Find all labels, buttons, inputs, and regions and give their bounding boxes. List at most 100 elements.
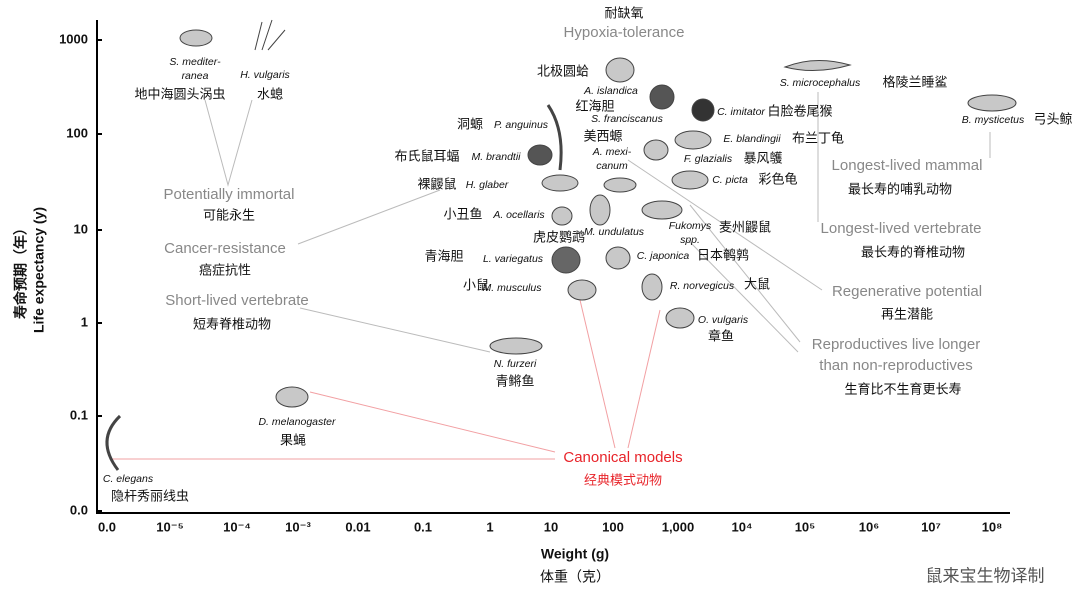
species-name: 彩色龟 — [758, 171, 797, 186]
group-label: Cancer-resistance — [164, 240, 286, 257]
hydra-icon — [254, 19, 286, 51]
y-tick-label: 1000 — [59, 31, 88, 46]
y-tick-label: 10 — [74, 221, 88, 236]
connector — [579, 299, 616, 449]
species-latin: E. blandingii — [723, 133, 781, 145]
x-tick-label: 0.0 — [98, 519, 116, 534]
species-latin: R. norvegicus — [670, 280, 735, 292]
clownfish-icon — [551, 206, 573, 226]
killifish-icon — [489, 337, 543, 355]
species-name: 弓头鲸 — [1033, 111, 1072, 126]
species-name: 洞螈 — [457, 116, 483, 131]
mole-icon — [641, 200, 683, 220]
octopus-icon — [665, 307, 695, 329]
species-name: 白脸卷尾猴 — [767, 103, 832, 118]
species-latin: A. ocellaris — [492, 209, 545, 221]
x-axis-title: Weight (g) — [541, 546, 609, 562]
species-latin: spp. — [680, 234, 700, 246]
species-latin: C. elegans — [103, 473, 154, 485]
mole-rat-icon — [541, 174, 579, 192]
connector — [299, 307, 491, 353]
species-name: 小丑鱼 — [443, 206, 482, 221]
watermark: 鼠来宝生物译制 — [926, 566, 1045, 585]
x-tick-label: 10⁵ — [795, 519, 816, 534]
species-name: 美西螈 — [583, 128, 622, 143]
species-latin: S. mediter- — [169, 56, 221, 68]
group-label: Reproductives live longer — [812, 336, 980, 353]
group-label-zh: 经典模式动物 — [584, 472, 662, 487]
species-name: 虎皮鹦鹉 — [533, 229, 585, 244]
connector — [627, 159, 823, 291]
y-tick-label: 100 — [66, 125, 88, 140]
illustrations — [105, 19, 1017, 471]
group-label-zh: 最长寿的脊椎动物 — [861, 244, 965, 259]
canonical-connectors — [110, 299, 661, 460]
species-name: 青海胆 — [424, 248, 463, 263]
species-name: 青鳉鱼 — [495, 373, 534, 388]
species-name: 日本鹌鹑 — [697, 247, 749, 262]
fly-icon — [275, 386, 309, 408]
group-label: Potentially immortal — [164, 186, 295, 203]
species-name: 布氏鼠耳蝠 — [394, 148, 459, 163]
species-latin: C. imitator — [717, 106, 765, 118]
worm-icon — [105, 414, 122, 471]
connectors — [204, 92, 991, 353]
species-latin: P. anguinus — [494, 119, 549, 131]
urchin-icon — [649, 84, 675, 110]
group-label-zh: 短寿脊椎动物 — [193, 316, 271, 331]
x-tick-label: 10⁴ — [732, 519, 753, 534]
species-latin: L. variegatus — [483, 253, 544, 265]
x-tick-label: 1 — [486, 519, 493, 534]
x-tick-label: 10 — [544, 519, 558, 534]
species-latin: canum — [596, 160, 628, 172]
whale-icon — [967, 94, 1017, 112]
species-latin: A. mexi- — [592, 146, 632, 158]
species-latin: C. picta — [712, 174, 748, 186]
monkey-icon — [691, 98, 715, 122]
budgie-icon — [589, 194, 611, 226]
x-tick-label: 0.01 — [345, 519, 370, 534]
petrel-icon — [643, 139, 669, 161]
connector — [627, 309, 661, 449]
species-latin: S. microcephalus — [780, 77, 861, 89]
species-name: 红海胆 — [575, 98, 614, 113]
group-label-zh: 最长寿的哺乳动物 — [848, 181, 952, 196]
y-axis-title: 寿命预期（年） — [13, 221, 29, 319]
group-label-zh: 生育比不生育更长寿 — [844, 381, 961, 396]
species-name: 隐杆秀丽线虫 — [111, 488, 189, 503]
group-label: Regenerative potential — [832, 283, 982, 300]
axolotl-icon — [603, 177, 637, 193]
x-tick-label: 10⁻⁵ — [156, 519, 183, 534]
group-label-zh: 癌症抗性 — [199, 262, 251, 277]
clam-icon — [605, 57, 635, 83]
species-latin: D. melanogaster — [258, 416, 336, 428]
species-name: 北极圆蛤 — [537, 63, 589, 78]
shark-icon — [783, 59, 852, 72]
connector — [297, 189, 441, 245]
species-name: 章鱼 — [708, 328, 734, 343]
species-latin: Fukomys — [669, 220, 712, 232]
species-name: 大鼠 — [744, 276, 770, 291]
species-name: 水螅 — [257, 86, 283, 101]
species-latin: H. vulgaris — [240, 69, 290, 81]
group-label: Short-lived vertebrate — [165, 292, 308, 309]
species-latin: N. furzeri — [494, 358, 537, 370]
x-tick-label: 10⁶ — [859, 519, 879, 534]
bat-icon — [527, 144, 553, 166]
turtle-icon — [671, 170, 709, 190]
species-name: 地中海圆头涡虫 — [134, 86, 225, 101]
species-name: 果蝇 — [280, 432, 306, 447]
y-tick-label: 0.1 — [70, 407, 88, 422]
connector — [204, 99, 253, 187]
species-name: 暴风鹱 — [743, 150, 782, 165]
group-label: Longest-lived vertebrate — [821, 220, 982, 237]
species-name: 布兰丁龟 — [792, 130, 844, 145]
species-latin: A. islandica — [583, 85, 638, 97]
species-name: 格陵兰睡鲨 — [882, 74, 947, 89]
species-name: 小鼠 — [463, 277, 489, 292]
y-tick-label: 0.0 — [70, 502, 88, 517]
x-tick-label: 10⁸ — [982, 519, 1003, 534]
species-latin: C. japonica — [637, 250, 690, 262]
rat-icon — [641, 273, 663, 301]
